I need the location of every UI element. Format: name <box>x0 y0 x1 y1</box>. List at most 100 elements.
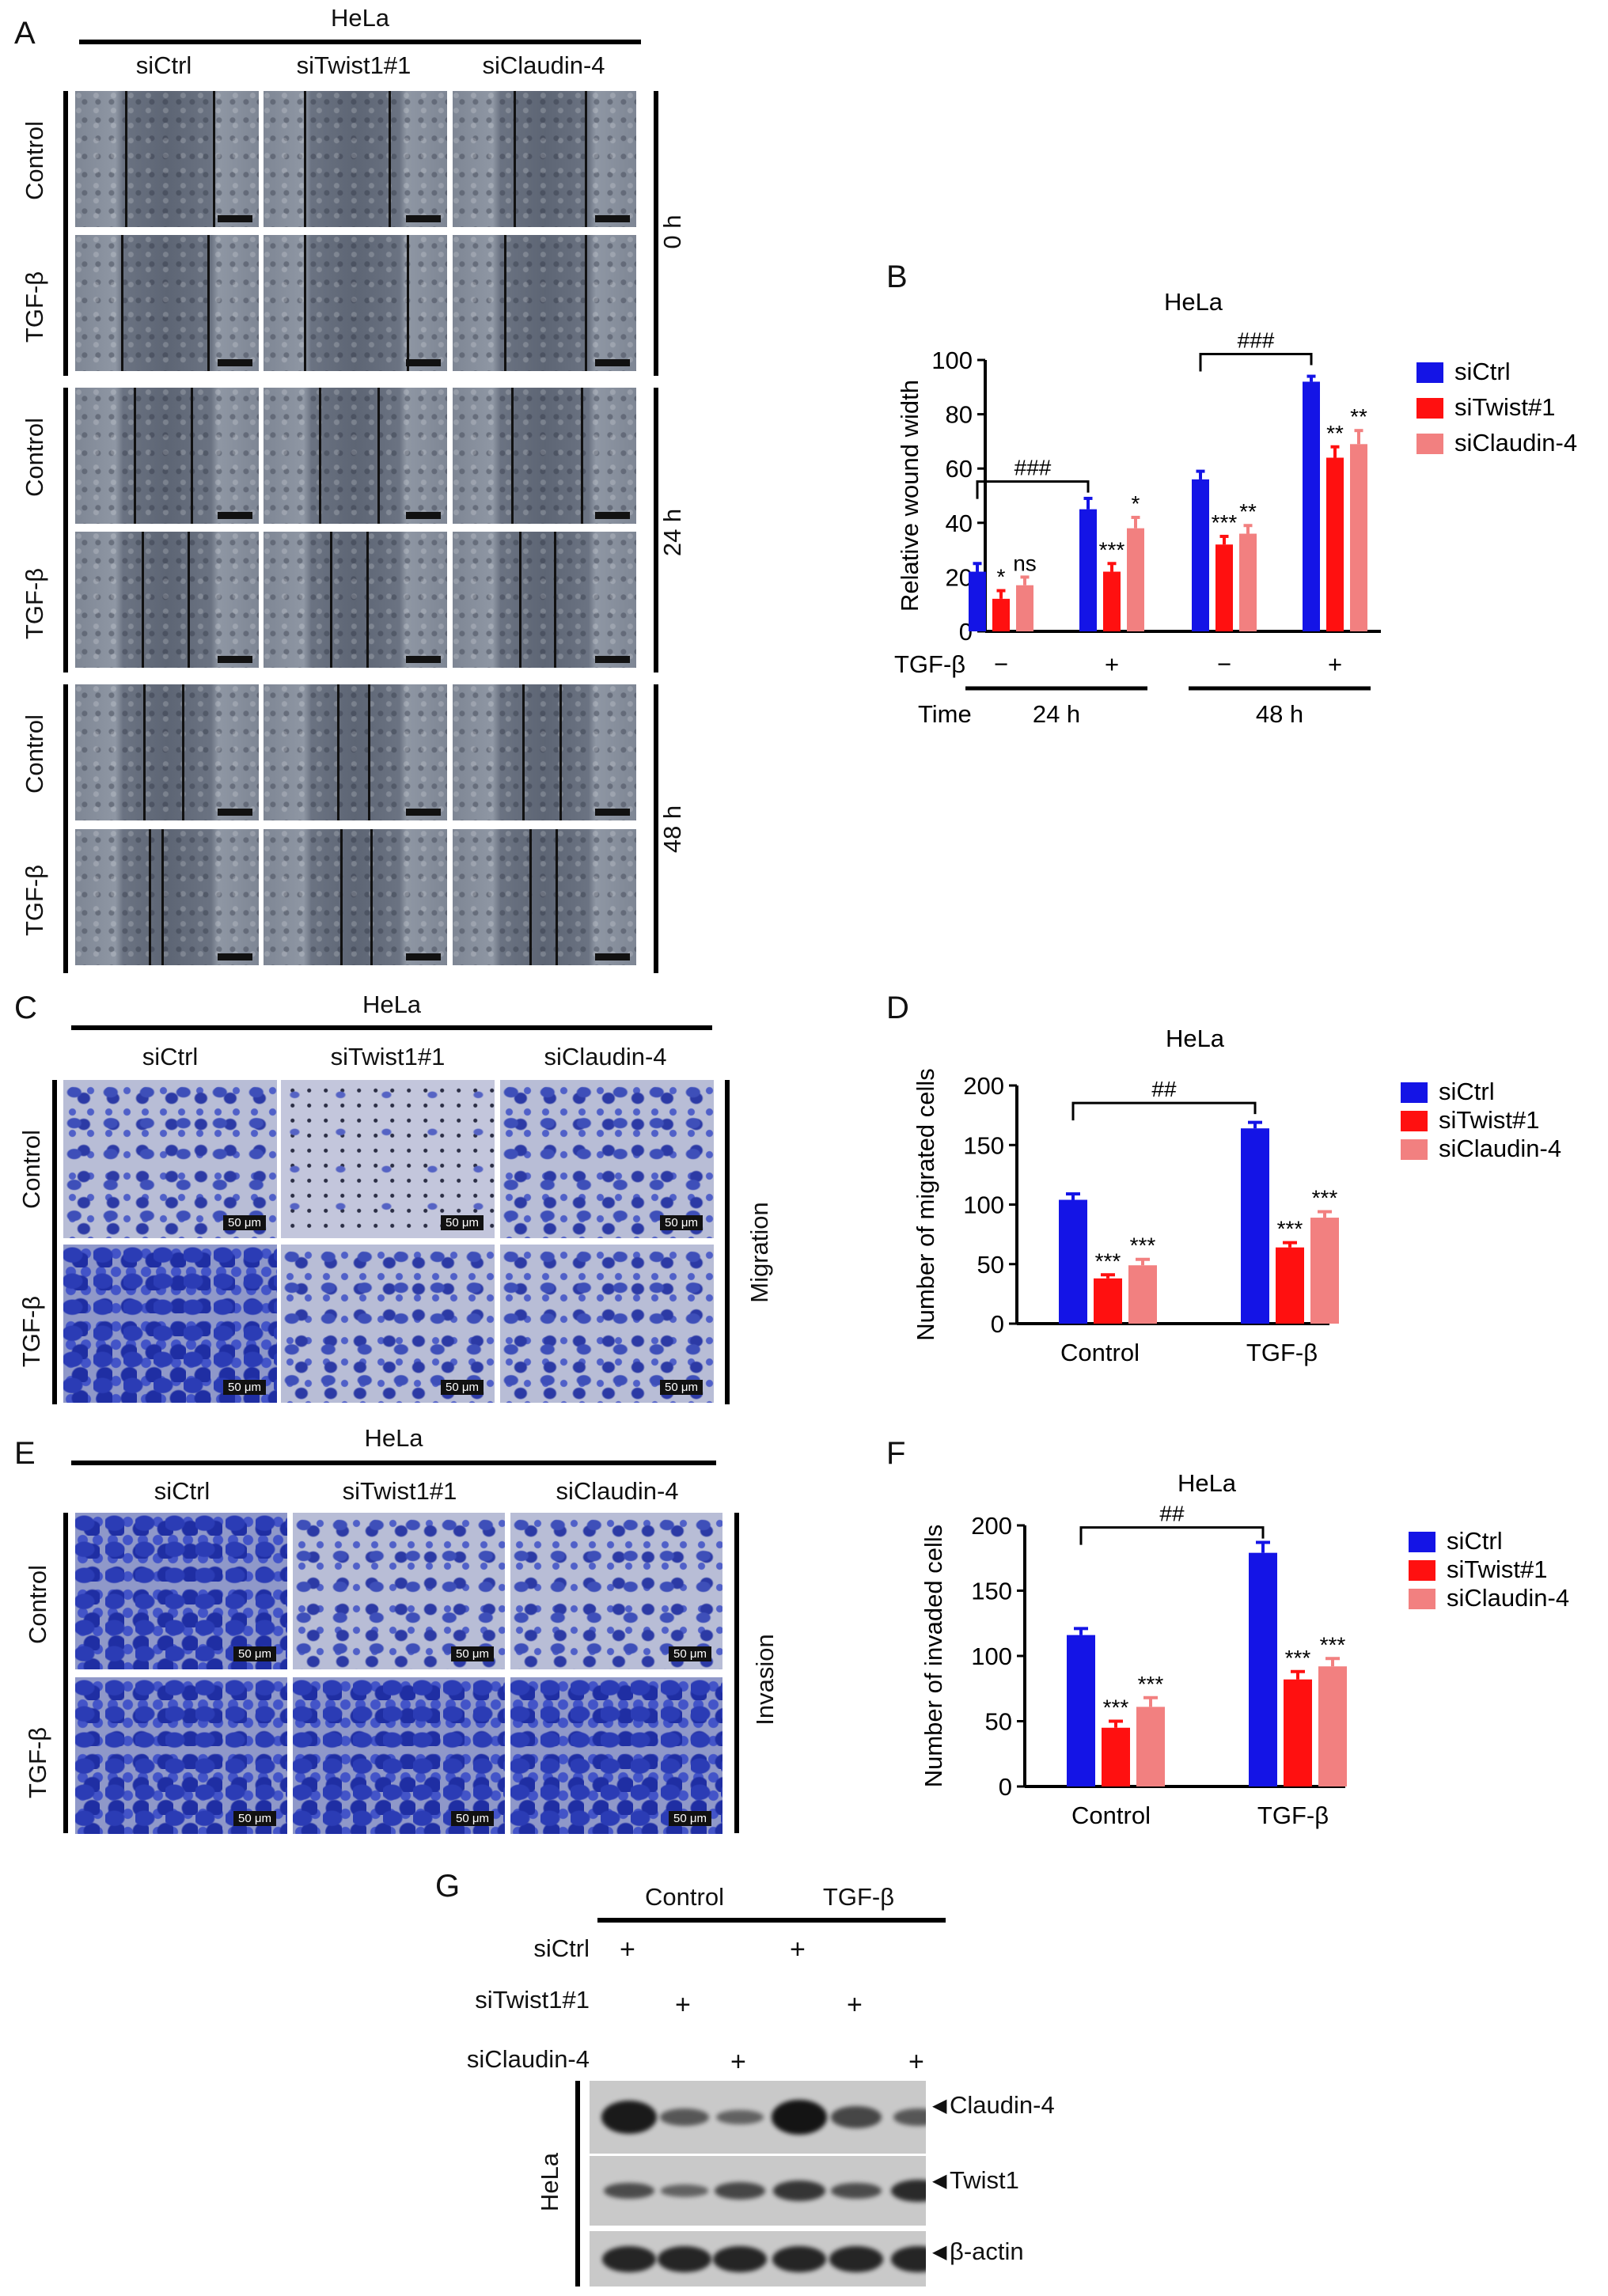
bar <box>992 598 1010 631</box>
wound-edge <box>161 829 165 965</box>
y-tick-label: 50 <box>977 1251 1004 1279</box>
blot-band <box>772 2245 827 2272</box>
wound-edge <box>406 235 409 371</box>
blot-strip <box>590 2081 926 2154</box>
tgf-sign: − <box>994 650 1008 678</box>
y-tick-label: 200 <box>971 1512 1012 1540</box>
legend-swatch <box>1409 1560 1435 1581</box>
scale-bar <box>406 512 441 519</box>
bar <box>1249 1552 1277 1786</box>
y-axis-label: Relative wound width <box>896 380 923 612</box>
y-tick-label: 20 <box>946 563 973 591</box>
significance-label: *** <box>1103 1695 1129 1720</box>
y-tick-label: 150 <box>963 1131 1004 1159</box>
panel-g-group-tgf: TGF-β <box>822 1883 895 1911</box>
significance-label: *** <box>1312 1186 1338 1211</box>
scale-bar <box>406 809 441 816</box>
legend-swatch <box>1401 1082 1428 1103</box>
wound-edge <box>318 388 321 524</box>
blot-band <box>657 2245 712 2272</box>
micrograph-image <box>75 235 259 371</box>
blot-strip <box>590 2231 926 2287</box>
wound-edge <box>142 684 146 820</box>
blot-strip <box>590 2156 926 2226</box>
wound-edge <box>207 235 210 371</box>
scale-bar <box>218 215 252 222</box>
chart-title: HeLa <box>1164 288 1223 316</box>
panel-g-header-line <box>597 1918 946 1923</box>
panel-c-right-bracket <box>725 1080 730 1404</box>
panel-a-time-bracket-0h <box>654 91 658 376</box>
legend-label: siClaudin-4 <box>1447 1584 1569 1612</box>
bar <box>1136 1707 1165 1786</box>
scale-bar: 50 μm <box>660 1380 703 1395</box>
significance-label: *** <box>1320 1632 1346 1657</box>
wound-edge <box>513 91 516 227</box>
micrograph-image <box>75 532 259 668</box>
significance-label: ** <box>1239 499 1257 524</box>
arrow-icon: ◀ <box>932 2095 947 2116</box>
y-tick-label: 200 <box>963 1072 1004 1100</box>
scale-bar: 50 μm <box>451 1646 494 1661</box>
blot-band <box>771 2100 828 2135</box>
micrograph-image <box>453 684 636 820</box>
panel-c-row-label: TGF-β <box>17 1295 45 1368</box>
wound-edge <box>304 235 307 371</box>
plus-sign: + <box>790 1934 806 1964</box>
micrograph-image: 50 μm <box>500 1245 714 1403</box>
bar <box>1303 381 1320 631</box>
panel-e-header-line <box>71 1461 716 1465</box>
micrograph-image: 50 μm <box>75 1513 287 1669</box>
panel-g-group-control: Control <box>645 1883 724 1911</box>
scale-bar <box>218 953 252 960</box>
wound-edge <box>522 684 525 820</box>
micrograph-image <box>453 388 636 524</box>
micrograph-image <box>264 388 447 524</box>
chart-title: HeLa <box>1166 1025 1225 1052</box>
micrograph-image <box>75 388 259 524</box>
blot-band <box>831 2106 882 2128</box>
scale-bar: 50 μm <box>441 1380 484 1395</box>
panel-c-cell-line: HeLa <box>362 991 422 1018</box>
significance-label: *** <box>1099 537 1125 562</box>
micrograph-image: 50 μm <box>63 1080 277 1238</box>
micrograph-image <box>453 91 636 227</box>
scale-bar: 50 μm <box>451 1811 494 1826</box>
legend-label: siClaudin-4 <box>1454 429 1577 457</box>
scale-bar: 50 μm <box>233 1646 276 1661</box>
wound-edge <box>121 235 123 371</box>
time-row-label: Time <box>918 700 972 728</box>
panel-a-time-label: 24 h <box>658 508 686 557</box>
micrograph-image: 50 μm <box>510 1677 722 1834</box>
wound-edge <box>336 684 339 820</box>
wound-edge <box>377 388 380 524</box>
panel-a-row-label: TGF-β <box>21 271 48 343</box>
scale-bar <box>406 215 441 222</box>
wound-edge <box>555 829 558 965</box>
panel-g-row-sictrl: siCtrl <box>533 1934 590 1962</box>
micrograph-image: 50 μm <box>500 1080 714 1238</box>
significance-label: *** <box>1138 1672 1164 1696</box>
micrograph-image: 50 μm <box>75 1677 287 1834</box>
significance-label: * <box>997 565 1006 589</box>
significance-label: *** <box>1130 1233 1156 1258</box>
wound-edge <box>124 91 127 227</box>
legend-label: siTwist#1 <box>1447 1555 1547 1583</box>
panel-e-right-bracket <box>734 1513 739 1833</box>
wound-edge <box>511 388 514 524</box>
micrograph-image <box>264 235 447 371</box>
chart-title: HeLa <box>1178 1469 1237 1497</box>
significance-bracket <box>976 480 1090 499</box>
scale-bar: 50 μm <box>223 1380 266 1395</box>
bracket-label: ## <box>1151 1077 1177 1101</box>
y-tick-label: 80 <box>946 401 973 429</box>
arrow-icon: ◀ <box>932 2241 947 2263</box>
plus-sign: + <box>908 2047 924 2077</box>
panel-a-time-bracket-48h <box>654 684 658 973</box>
blot-band <box>891 2179 926 2203</box>
scale-bar: 50 μm <box>660 1215 703 1230</box>
blot-band <box>601 2101 657 2134</box>
blot-label-twist1: Twist1 <box>950 2166 1019 2194</box>
significance-label: *** <box>1095 1248 1121 1273</box>
scale-bar <box>595 215 630 222</box>
